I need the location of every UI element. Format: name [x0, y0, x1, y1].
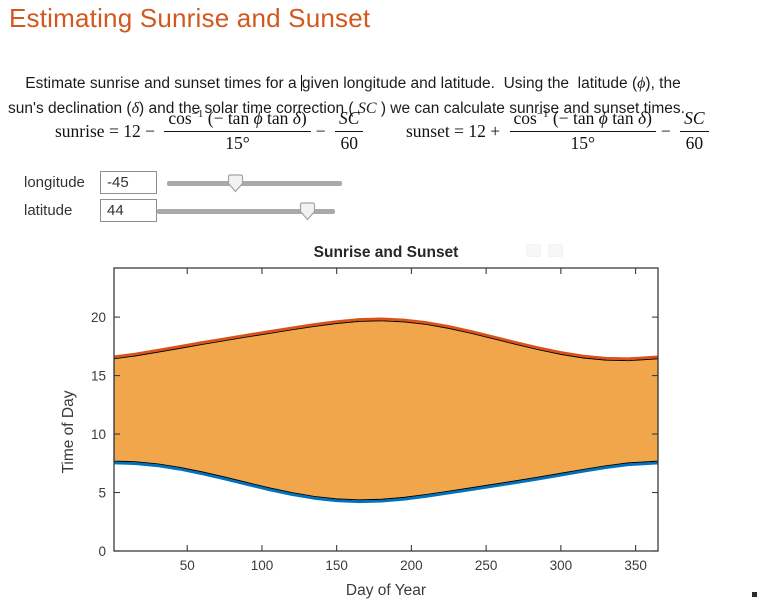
inverse-sup: −1	[191, 108, 204, 121]
faded-toolbar-ghost-2	[548, 244, 563, 257]
faded-toolbar-ghost-1	[526, 244, 541, 257]
longitude-label: longitude	[24, 174, 85, 191]
latitude-input[interactable]	[100, 199, 157, 222]
x-tick-label: 50	[180, 558, 195, 573]
sc-symbol: SC	[357, 100, 377, 117]
deg-15-den: 15°	[225, 133, 250, 153]
sc-num: SC	[335, 108, 364, 132]
sunrise-sc-fraction: SC 60	[335, 108, 364, 154]
latitude-slider-thumb[interactable]	[299, 202, 316, 221]
y-tick-label: 5	[98, 486, 106, 501]
open-paren: (− tan	[548, 108, 599, 128]
y-tick-label: 15	[91, 369, 106, 384]
page-title: Estimating Sunrise and Sunset	[9, 3, 371, 33]
sunset-equation: sunset = 12 + cos−1 (− tan ϕ tan δ) 15° …	[406, 106, 714, 156]
deg-15-den: 15°	[570, 133, 595, 153]
screen-artifact	[752, 592, 757, 597]
x-tick-label: 300	[550, 558, 573, 573]
sunset-eq: = 12 +	[449, 120, 505, 141]
x-tick-label: 200	[400, 558, 423, 573]
x-tick-label: 250	[475, 558, 498, 573]
x-axis-label: Day of Year	[346, 582, 426, 599]
sunset-arc-fraction: cos−1 (− tan ϕ tan δ) 15°	[509, 108, 656, 154]
sunrise-sunset-chart: 50 100 150 200 250 300 350 0 5 10 15 20 Sunrise and…	[0, 230, 770, 610]
y-tick-label: 20	[91, 310, 106, 325]
cos-token: cos	[513, 108, 537, 128]
latitude-label: latitude	[24, 202, 73, 219]
y-tick-label: 0	[98, 544, 106, 559]
close-paren: )	[646, 108, 652, 128]
sunset-minus2: −	[660, 120, 676, 141]
tan-token: tan	[607, 108, 638, 128]
text-caret	[300, 75, 302, 91]
x-tick-label: 150	[325, 558, 348, 573]
sunset-sc-fraction: SC 60	[680, 108, 709, 154]
plot-area: 50 100 150 200 250 300 350 0 5 10 15 20	[91, 267, 659, 573]
phi-var: ϕ	[598, 108, 608, 128]
x-tick-label: 350	[624, 558, 647, 573]
intro-text-2c: ) we can calculate sunrise and sunset ti…	[376, 100, 685, 117]
sunrise-line	[113, 461, 659, 504]
sunrise-arc-fraction: cos−1 (− tan ϕ tan δ) 15°	[164, 108, 311, 154]
delta-var: δ	[637, 108, 647, 128]
slider-thumb-icon	[299, 202, 316, 221]
sunrise-minus2: −	[315, 120, 330, 141]
inverse-sup: −1	[536, 108, 549, 121]
cos-token: cos	[168, 108, 192, 128]
latitude-slider[interactable]	[157, 202, 335, 221]
sunrise-eq: = 12 −	[104, 120, 160, 141]
intro-text-1b: given longitude and latitude. Using the …	[301, 75, 638, 92]
sc-den: 60	[340, 133, 358, 153]
tan-token: tan	[262, 108, 293, 128]
slider-thumb-icon	[227, 174, 244, 193]
plot-canvas: 50 100 150 200 250 300 350 0 5 10 15 20 Sunrise and…	[60, 244, 659, 599]
sunset-lhs: sunset	[406, 120, 450, 141]
intro-paragraph[interactable]: Estimate sunrise and sunset times for a …	[8, 46, 764, 146]
intro-text-2b: ) and the solar time correction (	[139, 100, 358, 117]
phi-var: ϕ	[253, 108, 263, 128]
intro-text-1a: Estimate sunrise and sunset times for a	[25, 75, 301, 92]
delta-symbol: δ	[131, 100, 140, 117]
intro-text-1c: ), the	[645, 75, 681, 92]
intro-text-2a: sun's declination (	[8, 100, 132, 117]
y-axis-label: Time of Day	[60, 390, 77, 473]
y-tick-label: 10	[91, 427, 106, 442]
sc-den: 60	[685, 133, 704, 153]
sunrise-equation: sunrise = 12 − cos−1 (− tan ϕ tan δ) 15°…	[55, 106, 368, 156]
open-paren: (− tan	[203, 108, 254, 128]
sunrise-lhs: sunrise	[55, 120, 105, 141]
x-tick-label: 100	[251, 558, 274, 573]
longitude-input[interactable]	[100, 171, 157, 194]
delta-var: δ	[292, 108, 301, 128]
close-paren: )	[300, 108, 307, 128]
longitude-slider-thumb[interactable]	[227, 174, 244, 193]
phi-symbol: ϕ	[637, 75, 646, 92]
sunset-line	[113, 317, 659, 361]
longitude-slider[interactable]	[167, 174, 342, 193]
sc-num: SC	[680, 108, 709, 132]
chart-title: Sunrise and Sunset	[314, 244, 459, 261]
axes-box	[113, 267, 659, 552]
